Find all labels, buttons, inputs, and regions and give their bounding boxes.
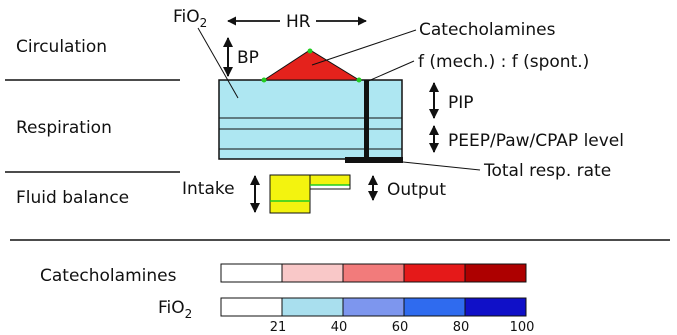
f-ratio-label: f (mech.) : f (spont.) [418,52,589,72]
intake-box [269,174,311,214]
triangle-right-marker [356,77,362,83]
fio2-scale-swatch [342,297,405,317]
section-respiration: Respiration [16,118,112,138]
output-bracket [310,175,351,190]
output-box [309,174,351,186]
fio2-scale-swatch [403,297,466,317]
section-fluid-balance: Fluid balance [16,188,129,208]
fio2-pointer [197,27,239,99]
fio2-tick-label: 100 [510,320,535,335]
catecholamines-scale [220,263,527,283]
catecholamines-scale-swatch [403,263,466,283]
fio2-scale-swatch [464,297,527,317]
pip-label: PIP [448,93,474,113]
catecholamines-scale-swatch [342,263,405,283]
fio2-scale-swatch [281,297,344,317]
fio2-tick-label: 21 [270,320,287,335]
triangle-left-marker [261,77,267,83]
legend-catecholamines-label: Catecholamines [40,266,177,286]
intake-label: Intake [182,179,235,199]
catecholamines-scale-swatch [220,263,283,283]
fio2-tick-labels: 21 40 60 80 100 [270,320,535,335]
respiration-box [218,79,403,160]
mech-rate-bar [364,80,369,159]
total-rate-bar [345,157,403,163]
fio2-tick-label: 80 [453,320,470,335]
catecholamines-scale-swatch [464,263,527,283]
catecholamine-triangle [262,49,361,81]
peep-label: PEEP/Paw/CPAP level [448,131,624,151]
total-resp-rate-label: Total resp. rate [483,161,611,181]
catecholamines-pointer [311,29,417,66]
total-rate-pointer [402,161,481,171]
f-ratio-pointer [365,60,415,83]
triangle-apex-marker [307,48,313,54]
fio2-tick-label: 40 [331,320,348,335]
fio2-tick-label: 60 [392,320,409,335]
fio2-scale-swatch [220,297,283,317]
bp-label: BP [237,48,259,68]
hr-label: HR [286,12,311,32]
legend-fio2-label: FiO2 [158,298,192,321]
fio2-label: FiO2 [173,7,207,30]
catecholamines-label: Catecholamines [419,20,556,40]
fio2-scale [220,297,527,317]
section-circulation: Circulation [16,37,107,57]
output-label: Output [387,180,446,200]
catecholamines-scale-swatch [281,263,344,283]
